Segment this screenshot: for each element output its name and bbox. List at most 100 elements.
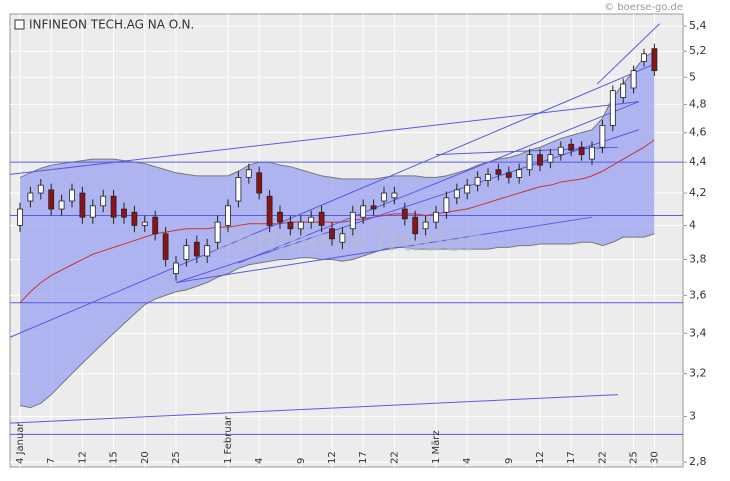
y-tick-label: 5,2 [689, 44, 707, 57]
candle-body [609, 90, 616, 126]
candle-body [318, 211, 325, 226]
candle-body [225, 205, 231, 226]
candle-body [495, 169, 502, 175]
candle-body [339, 233, 346, 243]
candle-body [69, 189, 75, 202]
candle-body [308, 216, 315, 223]
candle-body [58, 200, 65, 210]
candle-body [599, 125, 606, 148]
candle-body [651, 48, 658, 72]
y-tick-label: 4,6 [689, 126, 707, 139]
candle-body [412, 216, 419, 235]
candle-body [349, 211, 356, 230]
candle-body [433, 211, 439, 223]
x-tick-label: 20 [140, 451, 151, 464]
candle-body [526, 154, 533, 171]
candle-body [360, 205, 367, 218]
candle-body [48, 189, 55, 210]
candle-body [641, 53, 647, 62]
y-tick-label: 4,8 [689, 97, 707, 110]
candle-body [214, 221, 221, 243]
trendline [596, 23, 660, 85]
y-tick-label: 2,8 [689, 455, 707, 468]
x-tick-label: 4 Januar [15, 422, 26, 464]
watermark: GodmodeTrader [210, 224, 481, 259]
y-tick-label: 5,4 [689, 19, 707, 32]
candle-body [297, 221, 304, 230]
candle-body [370, 205, 377, 210]
x-tick-label: 4 [254, 458, 265, 464]
y-tick-label: 3,8 [689, 252, 707, 265]
x-tick-label: 22 [597, 451, 608, 464]
y-tick-label: 3,6 [689, 288, 707, 301]
candle-body [183, 245, 190, 260]
y-tick-label: 3,2 [689, 367, 707, 380]
candle-body [485, 173, 491, 181]
candle-body [568, 143, 575, 151]
moving-average [19, 139, 655, 304]
candle-body [464, 184, 471, 194]
candle-body [100, 195, 107, 207]
candle-body [557, 146, 564, 156]
candle-body [79, 192, 86, 218]
x-tick-label: 12 [77, 451, 88, 464]
candle-body [256, 172, 263, 194]
candle-body [443, 197, 450, 213]
x-tick-label: 1 März [431, 430, 442, 464]
x-tick-label: 30 [649, 451, 660, 464]
y-tick-label: 3,4 [689, 326, 707, 339]
x-tick-label: 12 [535, 451, 546, 464]
candle-body [162, 233, 169, 260]
candle-body [547, 154, 554, 163]
x-tick-label: 1 Februar [223, 415, 234, 464]
candle-body [401, 208, 408, 220]
candle-body [620, 83, 627, 98]
candle-body [17, 208, 23, 226]
x-tick-label: 22 [389, 451, 400, 464]
candle-body [578, 146, 585, 156]
candle-body [589, 146, 595, 160]
source: © boerse-go.de [604, 2, 683, 13]
candle-body [121, 208, 127, 218]
chart-title: INFINEON TECH.AG NA O.N. [29, 18, 194, 32]
x-tick-label: 4 [462, 458, 473, 464]
candle-body [204, 245, 211, 257]
trendline [175, 216, 593, 284]
plot-layer: GodmodeTrader [9, 14, 683, 467]
trendline [9, 101, 639, 175]
y-tick-label: 4,4 [689, 155, 707, 168]
y-tick-label: 5 [689, 70, 696, 83]
candle-body [453, 189, 460, 199]
candle-body [131, 211, 138, 226]
candle-body [474, 177, 481, 186]
candle-body [245, 169, 252, 178]
candle-body [266, 195, 273, 226]
candle-body [516, 169, 523, 178]
candle-body [27, 192, 34, 202]
candle-body [277, 211, 283, 223]
candle-body [89, 205, 96, 218]
x-tick-label: 25 [629, 451, 640, 464]
band-lower [19, 233, 655, 409]
trendline [9, 394, 619, 424]
x-tick-label: 25 [171, 451, 182, 464]
x-tick-label: 9 [504, 458, 515, 464]
candle-body [287, 221, 294, 230]
candle-body [173, 262, 179, 275]
candle-body [235, 177, 242, 202]
x-tick-label: 7 [46, 458, 57, 464]
candle-body [141, 221, 148, 226]
x-tick-label: 17 [358, 451, 369, 464]
y-tick-label: 4,2 [689, 186, 707, 199]
legend-box [14, 19, 25, 30]
trendline [435, 146, 619, 156]
x-tick-label: 12 [327, 451, 338, 464]
trendline [9, 63, 655, 338]
candle-body [110, 195, 117, 218]
candle-body [505, 172, 512, 178]
y-tick-label: 3 [689, 409, 696, 422]
candle-body [381, 192, 387, 202]
candle-body [193, 241, 200, 257]
candle-body [391, 192, 398, 199]
